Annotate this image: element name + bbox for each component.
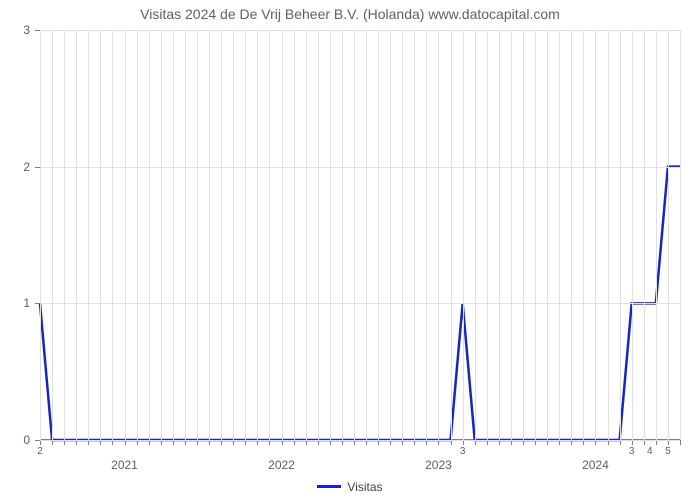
legend-swatch — [317, 485, 341, 488]
gridline-vertical — [185, 30, 186, 440]
y-axis-label: 0 — [0, 433, 30, 447]
gridline-vertical — [245, 30, 246, 440]
gridline-horizontal — [40, 30, 680, 31]
gridline-vertical — [511, 30, 512, 440]
gridline-vertical — [76, 30, 77, 440]
gridline-vertical — [330, 30, 331, 440]
gridline-horizontal — [40, 440, 680, 441]
gridline-vertical — [559, 30, 560, 440]
gridline-vertical — [680, 30, 681, 440]
gridline-vertical — [137, 30, 138, 440]
gridline-vertical — [100, 30, 101, 440]
legend-label: Visitas — [347, 480, 382, 494]
x-axis-small-label: 3 — [629, 446, 635, 457]
gridline-vertical — [426, 30, 427, 440]
x-axis-small-label: 5 — [665, 446, 671, 457]
gridline-vertical — [535, 30, 536, 440]
gridline-vertical — [257, 30, 258, 440]
gridline-vertical — [64, 30, 65, 440]
gridline-vertical — [149, 30, 150, 440]
plot-area — [40, 30, 680, 440]
x-axis-small-label: 4 — [647, 446, 653, 457]
gridline-vertical — [269, 30, 270, 440]
gridline-vertical — [318, 30, 319, 440]
gridline-vertical — [463, 30, 464, 440]
y-tick — [35, 303, 40, 304]
legend: Visitas — [0, 475, 700, 494]
gridline-vertical — [451, 30, 452, 440]
gridline-vertical — [608, 30, 609, 440]
chart-container: Visitas 2024 de De Vrij Beheer B.V. (Hol… — [0, 0, 700, 500]
gridline-horizontal — [40, 303, 680, 304]
gridline-vertical — [197, 30, 198, 440]
gridline-vertical — [366, 30, 367, 440]
gridline-vertical — [88, 30, 89, 440]
x-axis-year-label: 2022 — [268, 458, 295, 472]
gridline-horizontal — [40, 167, 680, 168]
gridline-vertical — [342, 30, 343, 440]
gridline-vertical — [402, 30, 403, 440]
gridline-vertical — [487, 30, 488, 440]
gridline-vertical — [414, 30, 415, 440]
gridline-vertical — [209, 30, 210, 440]
x-axis-year-label: 2023 — [425, 458, 452, 472]
gridline-vertical — [294, 30, 295, 440]
gridline-vertical — [161, 30, 162, 440]
gridline-vertical — [547, 30, 548, 440]
gridline-vertical — [571, 30, 572, 440]
gridline-vertical — [233, 30, 234, 440]
y-axis-label: 2 — [0, 160, 30, 174]
gridline-vertical — [499, 30, 500, 440]
x-axis-year-label: 2021 — [111, 458, 138, 472]
gridline-vertical — [523, 30, 524, 440]
y-tick — [35, 30, 40, 31]
gridline-vertical — [583, 30, 584, 440]
gridline-vertical — [656, 30, 657, 440]
gridline-vertical — [475, 30, 476, 440]
gridline-vertical — [112, 30, 113, 440]
y-tick — [35, 167, 40, 168]
chart-title: Visitas 2024 de De Vrij Beheer B.V. (Hol… — [0, 6, 700, 22]
gridline-vertical — [644, 30, 645, 440]
gridline-vertical — [632, 30, 633, 440]
gridline-vertical — [306, 30, 307, 440]
gridline-vertical — [438, 30, 439, 440]
gridline-vertical — [668, 30, 669, 440]
gridline-vertical — [354, 30, 355, 440]
x-tick — [680, 440, 681, 445]
gridline-vertical — [173, 30, 174, 440]
gridline-vertical — [378, 30, 379, 440]
gridline-vertical — [595, 30, 596, 440]
x-axis-small-label: 2 — [37, 446, 43, 457]
gridline-vertical — [125, 30, 126, 440]
gridline-vertical — [52, 30, 53, 440]
gridline-vertical — [390, 30, 391, 440]
x-axis-year-label: 2024 — [582, 458, 609, 472]
y-axis-label: 1 — [0, 296, 30, 310]
x-axis-small-label: 3 — [460, 446, 466, 457]
gridline-vertical — [40, 30, 41, 440]
y-axis-label: 3 — [0, 23, 30, 37]
gridline-vertical — [620, 30, 621, 440]
gridline-vertical — [282, 30, 283, 440]
y-tick — [35, 440, 40, 441]
gridline-vertical — [221, 30, 222, 440]
legend-item: Visitas — [317, 480, 382, 494]
